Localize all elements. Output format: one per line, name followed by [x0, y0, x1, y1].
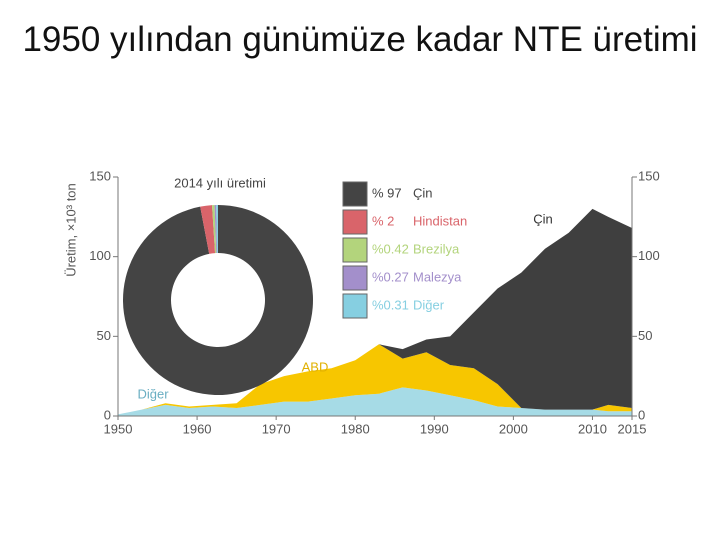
legend-swatch [342, 181, 368, 207]
y-tick-label: 0 [104, 407, 111, 422]
y2-tick-label: 100 [638, 248, 660, 263]
legend-label: Hindistan [413, 213, 467, 228]
x-tick-label: 2015 [618, 421, 647, 436]
x-tick-label: 1950 [104, 421, 133, 436]
y2-tick-label: 150 [638, 168, 660, 183]
series-label: Çin [533, 211, 553, 226]
legend-swatch [342, 265, 368, 291]
donut-slice [216, 205, 218, 254]
x-tick-label: 2010 [578, 421, 607, 436]
legend-label: Çin [413, 185, 433, 200]
donut-slice [200, 205, 216, 254]
x-tick-label: 1980 [341, 421, 370, 436]
legend-label: Brezilya [413, 241, 460, 256]
area [118, 344, 632, 415]
x-tick-label: 1990 [420, 421, 449, 436]
y-axis-label: Üretim, ×10³ ton [63, 183, 78, 277]
y2-tick-label: 0 [638, 407, 645, 422]
area [118, 208, 632, 415]
pie-title: 2014 yılı üretimi [174, 175, 266, 190]
slide-title: 1950 yılından günümüze kadar NTE üretimi [22, 20, 698, 59]
series-label: ABD [302, 359, 329, 374]
donut-slice [214, 205, 218, 254]
legend-swatch [342, 237, 368, 263]
legend-value: % 2 [372, 213, 394, 228]
x-tick-label: 2000 [499, 421, 528, 436]
y-tick-label: 50 [97, 328, 111, 343]
donut-slice [122, 205, 313, 396]
legend-label: Malezya [413, 269, 462, 284]
legend-swatch [342, 293, 368, 319]
legend-value: %0.31 [372, 297, 409, 312]
x-tick-label: 1960 [183, 421, 212, 436]
legend-label: Diğer [413, 297, 445, 312]
legend-value: % 97 [372, 185, 402, 200]
area [118, 387, 632, 416]
donut-slice [212, 205, 217, 254]
y-tick-label: 150 [89, 168, 111, 183]
x-tick-label: 1970 [262, 421, 291, 436]
series-label: Diğer [137, 386, 169, 401]
legend-value: %0.42 [372, 241, 409, 256]
legend-swatch [342, 209, 368, 235]
y-tick-label: 100 [89, 248, 111, 263]
y2-tick-label: 50 [638, 328, 652, 343]
legend-value: %0.27 [372, 269, 409, 284]
